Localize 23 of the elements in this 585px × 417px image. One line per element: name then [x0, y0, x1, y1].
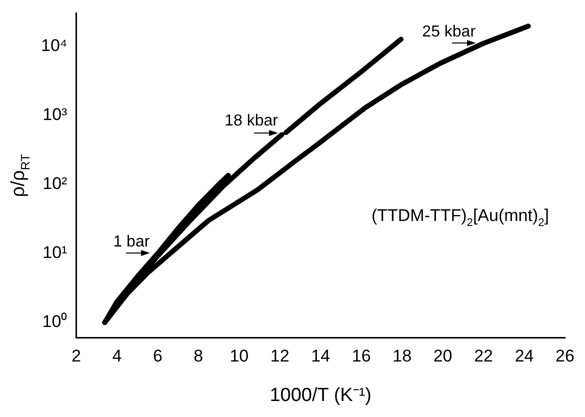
x-tick-label: 2: [71, 346, 81, 366]
series-label: 1 bar: [113, 233, 150, 250]
x-tick-label: 16: [352, 346, 371, 366]
y-tick-label: 10¹: [42, 243, 68, 262]
series-label: 18 kbar: [224, 112, 279, 130]
y-axis-title: ρ/ρRT: [8, 153, 33, 198]
x-tick-label: 20: [433, 346, 452, 366]
x-tick-label: 6: [152, 346, 162, 366]
x-tick-label: 14: [311, 346, 330, 366]
series-label: 25 kbar: [422, 23, 476, 40]
x-tick-label: 24: [514, 346, 534, 366]
x-tick-label: 4: [112, 346, 122, 366]
y-tick-label: 10²: [42, 174, 68, 194]
x-tick-label: 8: [194, 346, 204, 366]
y-tick-label: 10⁴: [40, 36, 68, 55]
x-tick-label: 18: [392, 346, 412, 366]
x-tick-label: 26: [556, 346, 574, 366]
x-axis-title: 1000/T (K⁻¹): [270, 384, 372, 406]
x-tick-label: 22: [474, 346, 493, 366]
y-tick-label: 10⁰: [42, 312, 68, 332]
x-tick-label: 12: [270, 346, 290, 366]
y-tick-label: 10³: [42, 104, 68, 124]
x-tick-label: 10: [230, 346, 249, 366]
